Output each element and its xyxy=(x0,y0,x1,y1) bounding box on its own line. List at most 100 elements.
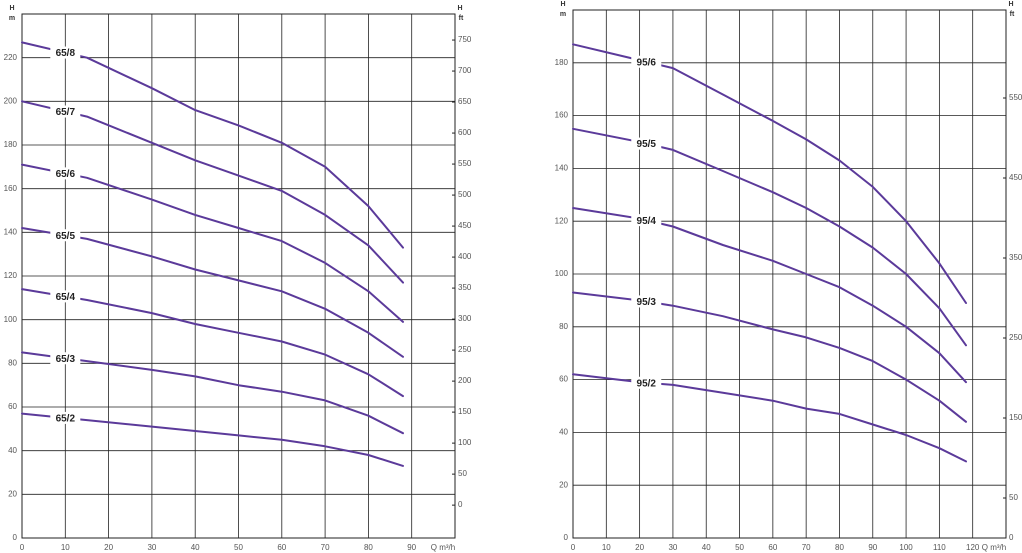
label-bg xyxy=(50,352,81,365)
x-tick-label: 50 xyxy=(234,543,243,552)
x-tick-label: 100 xyxy=(899,543,913,552)
x-tick-label: 120 xyxy=(966,543,980,552)
x-axis-label: Q m³/h xyxy=(982,543,1006,552)
y2-tick-label: 550 xyxy=(1009,93,1022,102)
y2-tick-label: 600 xyxy=(458,128,472,137)
pump-curve xyxy=(21,288,404,398)
x-tick-label: 70 xyxy=(802,543,811,552)
label-bg xyxy=(50,167,81,180)
x-tick-label: 10 xyxy=(61,543,70,552)
y-tick-label: 160 xyxy=(555,111,569,120)
y-tick-label: 40 xyxy=(8,446,17,455)
y-tick-label: 20 xyxy=(559,480,568,489)
series-label: 65/2 xyxy=(56,414,76,425)
y-axis-unit: m xyxy=(9,15,15,22)
label-bg xyxy=(50,46,81,59)
y-tick-label: 120 xyxy=(4,271,18,280)
y2-tick-label: 500 xyxy=(458,190,472,199)
pump-curve xyxy=(572,291,967,423)
y-tick-label: 0 xyxy=(13,533,18,542)
y2-tick-label: 100 xyxy=(458,438,472,447)
pump-curve xyxy=(21,412,404,467)
series-label: 95/4 xyxy=(637,216,657,227)
y2-axis-unit: ft xyxy=(1010,11,1015,18)
series-label: 95/2 xyxy=(637,378,657,389)
x-tick-label: 90 xyxy=(868,543,877,552)
series-label: 95/3 xyxy=(637,297,657,308)
y-tick-label: 120 xyxy=(555,216,569,225)
label-bg xyxy=(631,295,662,308)
y-tick-label: 80 xyxy=(8,358,17,367)
label-bg xyxy=(631,55,662,68)
y2-tick-label: 450 xyxy=(1009,173,1022,182)
y2-tick-label: 50 xyxy=(458,469,467,478)
y-tick-label: 140 xyxy=(555,164,569,173)
y2-axis-label: H xyxy=(457,5,462,12)
y2-tick-label: 350 xyxy=(1009,253,1022,262)
y-tick-label: 180 xyxy=(4,140,18,149)
series-label: 65/7 xyxy=(56,107,76,118)
label-bg xyxy=(631,376,662,389)
y2-axis-unit: ft xyxy=(459,15,464,22)
x-tick-label: 0 xyxy=(571,543,576,552)
x-tick-label: 40 xyxy=(191,543,200,552)
label-bg xyxy=(50,290,81,303)
y2-tick-label: 450 xyxy=(458,221,472,230)
label-bg xyxy=(50,105,81,118)
y-tick-label: 100 xyxy=(555,269,569,278)
y2-tick-label: 400 xyxy=(458,252,472,261)
y2-tick-label: 750 xyxy=(458,35,472,44)
series-label: 95/6 xyxy=(637,57,657,68)
x-tick-label: 60 xyxy=(277,543,286,552)
x-tick-label: 40 xyxy=(702,543,711,552)
pump-curve xyxy=(21,163,404,323)
y-tick-label: 100 xyxy=(4,315,18,324)
y-tick-label: 60 xyxy=(8,402,17,411)
x-tick-label: 30 xyxy=(668,543,677,552)
y2-tick-label: 150 xyxy=(458,407,472,416)
pump-curve xyxy=(572,43,967,304)
x-tick-label: 90 xyxy=(407,543,416,552)
y2-tick-label: 300 xyxy=(458,314,472,323)
y2-tick-label: 250 xyxy=(1009,333,1022,342)
plot-frame xyxy=(21,13,456,539)
y2-tick-label: 0 xyxy=(458,500,463,509)
pump-curve xyxy=(21,41,404,249)
pump-curve xyxy=(572,373,967,463)
x-tick-label: 80 xyxy=(364,543,373,552)
plot-frame xyxy=(572,9,1007,539)
y-axis-label: H xyxy=(560,1,565,8)
y-tick-label: 60 xyxy=(559,375,568,384)
x-tick-label: 80 xyxy=(835,543,844,552)
y2-tick-label: 0 xyxy=(1009,533,1014,542)
y-tick-label: 80 xyxy=(559,322,568,331)
y-tick-label: 180 xyxy=(555,58,569,67)
x-tick-label: 0 xyxy=(20,543,25,552)
label-bg xyxy=(50,411,81,424)
label-bg xyxy=(50,229,81,242)
x-tick-label: 20 xyxy=(104,543,113,552)
y-axis-unit: m xyxy=(560,11,566,18)
pump-curve xyxy=(21,227,404,358)
y-tick-label: 20 xyxy=(8,489,17,498)
y2-tick-label: 700 xyxy=(458,66,472,75)
y-tick-label: 160 xyxy=(4,184,18,193)
x-tick-label: 50 xyxy=(735,543,744,552)
y-axis-label: H xyxy=(9,5,14,12)
pump-curve xyxy=(21,351,404,435)
x-tick-label: 70 xyxy=(321,543,330,552)
pump-curve xyxy=(21,100,404,284)
series-label: 65/3 xyxy=(56,354,76,365)
y2-tick-label: 250 xyxy=(458,345,472,354)
series-label: 65/5 xyxy=(56,231,76,242)
x-tick-label: 10 xyxy=(602,543,611,552)
series-label: 65/4 xyxy=(56,292,76,303)
y2-axis-label: H xyxy=(1008,1,1013,8)
x-tick-label: 30 xyxy=(147,543,156,552)
x-axis-label: Q m³/h xyxy=(431,543,455,552)
x-tick-label: 60 xyxy=(768,543,777,552)
y2-tick-label: 650 xyxy=(458,97,472,106)
y-tick-label: 40 xyxy=(559,428,568,437)
y-tick-label: 220 xyxy=(4,53,18,62)
label-bg xyxy=(631,214,662,227)
